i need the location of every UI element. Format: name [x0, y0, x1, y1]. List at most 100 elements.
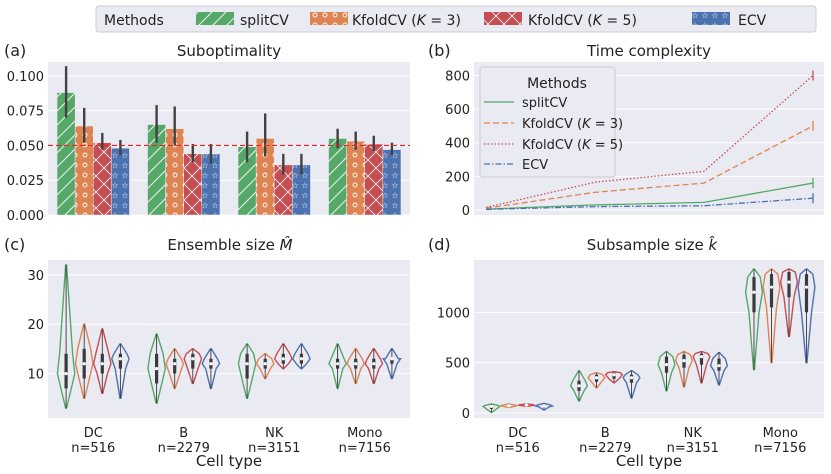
bar-kfold3 — [346, 141, 365, 216]
panel-c-xtick-count: n=2279 — [158, 441, 210, 456]
panel-b-legend-label-kfold5: KfoldCV (K = 5) — [522, 138, 623, 153]
panel-c-ytick-label: 10 — [27, 368, 44, 383]
panel-d-plot-area — [474, 260, 824, 418]
panel-b-ytick-label: 200 — [445, 170, 470, 185]
violin-median-splitcv — [489, 404, 494, 409]
violin-median-kfold3 — [263, 362, 267, 366]
panel-b-time-complexity: 0 200 400 600 800 (b) Time complexity Method… — [428, 41, 824, 219]
violin-median-splitcv — [245, 362, 249, 366]
violin-median-kfold5 — [100, 362, 104, 366]
panel-b-ytick-label: 600 — [445, 103, 470, 118]
panel-b-label: (b) — [428, 41, 451, 60]
violin-median-splitcv — [752, 290, 756, 294]
panel-c-xtick-label: Mono — [347, 426, 382, 441]
panel-d-xlabel: Cell type — [616, 452, 682, 470]
panel-d-xtick-count: n=3151 — [667, 441, 719, 456]
panel-b-legend: Methods splitCV KfoldCV (K = 3) KfoldCV … — [479, 66, 623, 178]
panel-d-subsample-size: 0 500 1000 DCn=516 Bn=2279 NKn=3151 Monon=715… — [428, 235, 824, 470]
panel-d-xtick-label: NK — [684, 426, 703, 441]
panel-c-ytick-label: 30 — [27, 269, 44, 284]
panel-c-ytick-label: 20 — [27, 318, 44, 333]
line-kfold3 — [485, 125, 814, 209]
panel-a-suboptimality: 0.000 0.025 0.050 0.075 0.100 (a) Suboptimal… — [4, 41, 410, 224]
panel-d-xtick-label: DC — [508, 426, 527, 441]
violin-median-kfold5 — [612, 373, 616, 377]
panel-a-title: Suboptimality — [177, 42, 281, 60]
panel-c-label: (c) — [4, 235, 25, 254]
violin-median-splitcv — [664, 363, 669, 367]
panel-c-xtick-label: B — [179, 426, 188, 441]
violin-median-kfold3 — [682, 359, 686, 363]
legend-label-ecv: ECV — [738, 13, 767, 29]
panel-a-ytick-label: 0.000 — [7, 209, 44, 224]
top-legend-title: Methods — [104, 13, 164, 29]
panel-d-ytick-label: 1000 — [437, 306, 470, 321]
violin-median-ecv — [209, 362, 213, 366]
violin-median-kfold3 — [507, 404, 511, 408]
panel-a-label: (a) — [4, 41, 26, 60]
violin-median-kfold3 — [594, 376, 599, 380]
panel-b-ytick-label: 800 — [445, 69, 470, 84]
violin-median-kfold3 — [82, 362, 86, 366]
violin-median-kfold3 — [354, 362, 358, 366]
panel-c-xtick-label: NK — [265, 426, 284, 441]
panel-d-ytick-label: 500 — [445, 357, 470, 372]
violin-kfold3 — [587, 372, 606, 389]
panel-d-xtick-count: n=2279 — [579, 441, 631, 456]
panel-a-ytick-label: 0.025 — [7, 174, 44, 189]
violin-median-ecv — [717, 364, 721, 368]
panel-d-xtick-label: Mono — [763, 426, 798, 441]
panel-b-legend-label-splitcv: splitCV — [522, 96, 567, 111]
panel-c-xtick-label: DC — [84, 426, 103, 441]
violin-median-splitcv — [577, 384, 581, 388]
violin-median-splitcv — [336, 362, 340, 366]
panel-c-xtick-count: n=516 — [71, 441, 115, 456]
panel-a-ytick-label: 0.100 — [7, 70, 44, 85]
violin-median-kfold3 — [173, 362, 177, 366]
violin-median-kfold5 — [281, 357, 285, 361]
panel-d-xtick-label: B — [601, 426, 610, 441]
violin-median-kfold5 — [699, 355, 704, 359]
legend-label-splitcv: splitCV — [240, 13, 289, 29]
panel-b-legend-label-kfold3: KfoldCV (K = 3) — [522, 117, 623, 132]
bar-splitcv — [328, 138, 347, 216]
panel-b-ytick-label: 0 — [462, 204, 470, 219]
panel-b-legend-title: Methods — [527, 76, 587, 92]
panel-d-xtick-count: n=516 — [496, 441, 540, 456]
bar-kfold5 — [364, 143, 384, 216]
violin-median-ecv — [299, 357, 303, 361]
panel-c-xtick-count: n=3151 — [248, 441, 300, 456]
panel-c-xlabel: Cell type — [196, 452, 262, 470]
panel-c-xtick-count: n=7156 — [339, 441, 391, 456]
panel-c-plot-area — [48, 260, 410, 418]
panel-b-title: Time complexity — [586, 42, 711, 60]
panel-b-legend-label-ecv: ECV — [522, 158, 548, 173]
panel-b-ytick-label: 400 — [445, 137, 470, 152]
panel-a-ytick-label: 0.075 — [7, 105, 44, 120]
panel-d-label: (d) — [428, 235, 451, 254]
line-ecv — [485, 197, 814, 211]
violin-median-ecv — [804, 285, 809, 289]
bar-kfold5 — [93, 142, 112, 216]
panel-d-ytick-label: 0 — [462, 407, 470, 422]
violin-kfold5 — [779, 268, 799, 338]
bar-ecv — [111, 147, 130, 216]
panel-c-title: Ensemble size M̂ — [167, 235, 292, 254]
violin-median-ecv — [118, 357, 122, 361]
violin-kfold3 — [762, 268, 781, 364]
bar-ecv — [382, 149, 402, 216]
legend-swatch-kfold3 — [310, 12, 348, 25]
violin-median-kfold5 — [191, 357, 195, 361]
panel-d-xtick-count: n=7156 — [754, 441, 806, 456]
violin-median-splitcv — [155, 367, 159, 371]
line-splitcv — [485, 182, 814, 210]
violin-median-kfold5 — [372, 362, 376, 366]
legend-swatch-splitcv — [196, 12, 234, 25]
violin-median-ecv — [390, 357, 394, 361]
violin-median-ecv — [542, 404, 546, 408]
legend-label-kfold5: KfoldCV (K = 5) — [528, 13, 637, 29]
violin-ecv — [797, 268, 816, 364]
violin-median-kfold5 — [524, 403, 529, 407]
